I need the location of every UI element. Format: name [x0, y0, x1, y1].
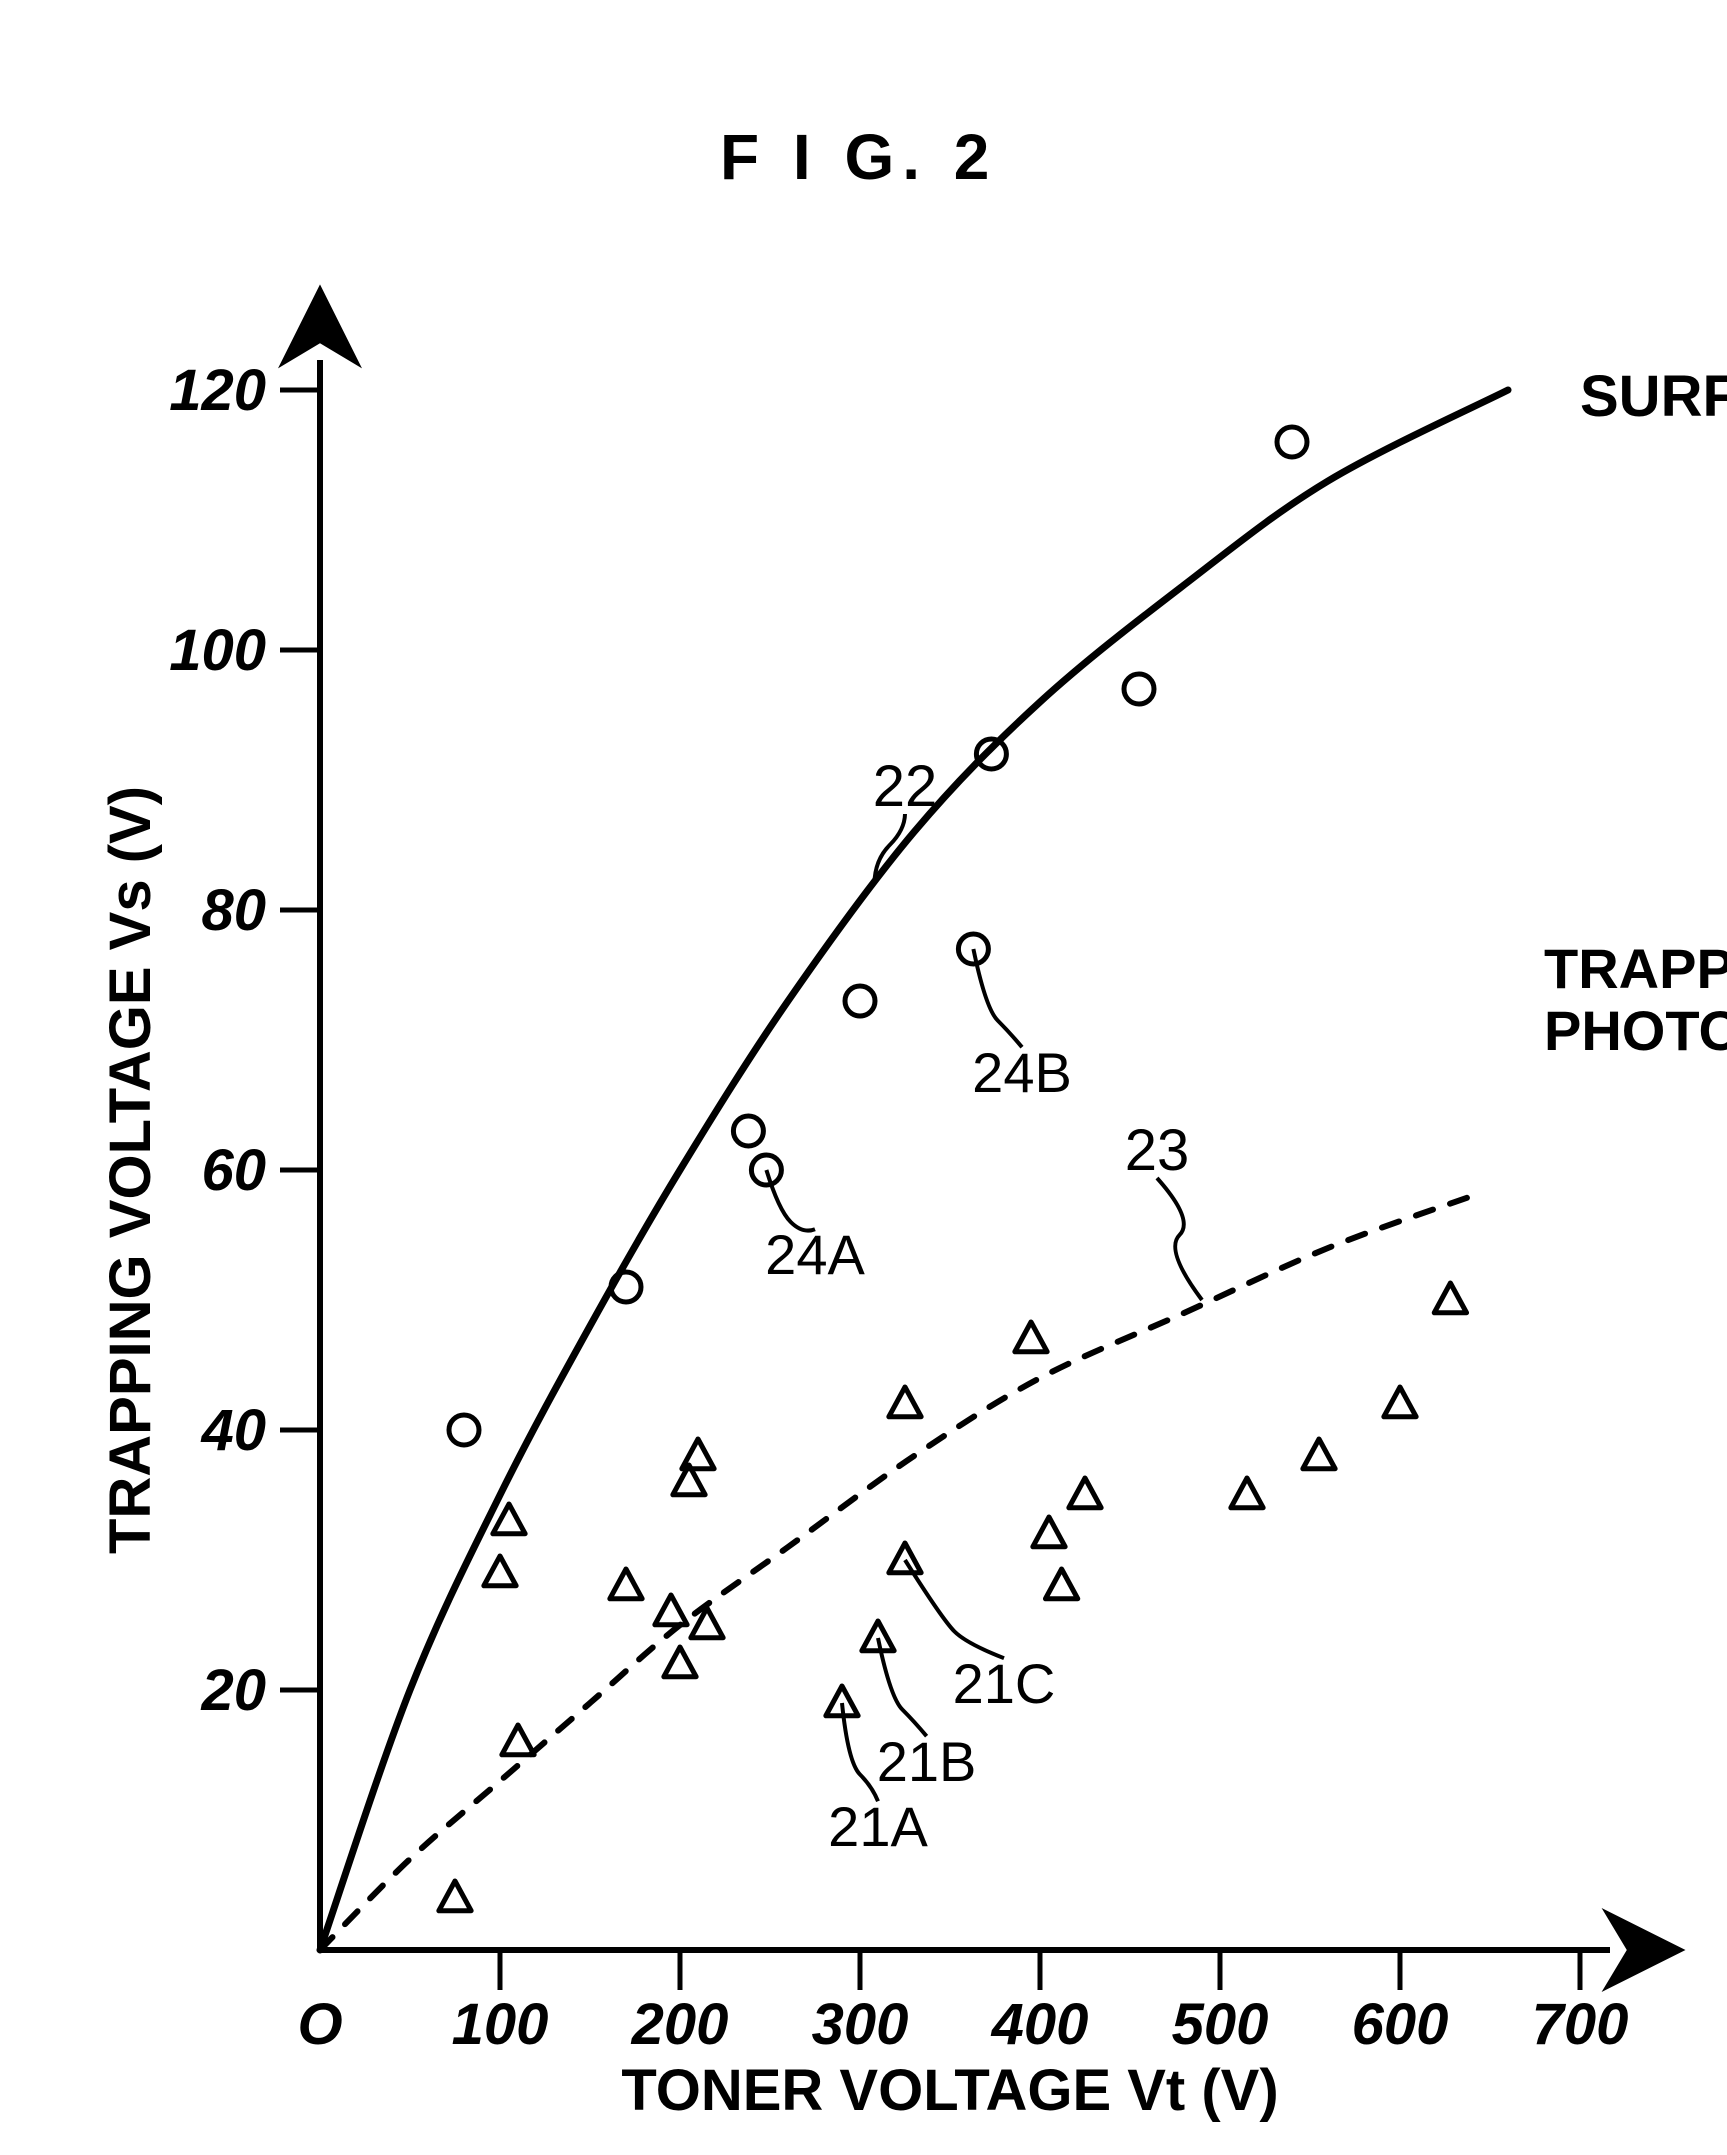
marker-triangle — [655, 1595, 687, 1625]
curve-ref-surface-trapping: 22 — [873, 754, 938, 819]
marker-triangle — [1045, 1569, 1077, 1599]
y-tick-label: 60 — [201, 1138, 266, 1203]
marker-triangle — [664, 1647, 696, 1677]
marker-triangle — [493, 1504, 525, 1534]
x-tick-label: 300 — [812, 1992, 909, 2057]
x-tick-label: 200 — [631, 1992, 729, 2057]
marker-circle — [1277, 427, 1307, 457]
leader-line — [766, 1170, 815, 1231]
chart-svg: O 100 200 300 400 500 600 700 20 40 60 80 100 120 TONE… — [0, 0, 1727, 2150]
marker-circle — [845, 986, 875, 1016]
point-label: 21C — [953, 1652, 1056, 1715]
point-label: 24A — [765, 1223, 865, 1286]
marker-triangle — [1069, 1478, 1101, 1508]
marker-triangle — [484, 1556, 516, 1586]
marker-triangle — [1033, 1517, 1065, 1547]
x-tick-label: 100 — [452, 1992, 549, 2057]
x-axis-label: TONER VOLTAGE Vt (V) — [621, 2058, 1278, 2123]
y-tick-label: 20 — [200, 1658, 266, 1723]
y-tick-label: 100 — [169, 618, 266, 683]
marker-circle — [733, 1116, 763, 1146]
marker-triangle — [502, 1725, 534, 1755]
curve-surface-trapping — [320, 390, 1508, 1950]
point-label: 21A — [828, 1795, 928, 1858]
marker-triangle — [439, 1881, 471, 1911]
curve-label-within-layer: TRAPPING WITHIN — [1544, 937, 1727, 1000]
point-label: 21B — [877, 1730, 977, 1793]
figure-title: F I G. 2 — [720, 120, 997, 194]
x-tick-label: 700 — [1532, 1992, 1629, 2057]
point-label: 24B — [972, 1041, 1072, 1104]
x-tick-label: 500 — [1172, 1992, 1269, 2057]
x-tick-label: 600 — [1352, 1992, 1449, 2057]
marker-triangle — [1384, 1387, 1416, 1417]
curve-ref-within-layer: 23 — [1125, 1118, 1190, 1183]
marker-triangle — [1015, 1322, 1047, 1352]
curve-label-surface-trapping: SURFACE TRAPPING — [1580, 364, 1727, 429]
marker-circle — [449, 1415, 479, 1445]
y-axis-label: TRAPPING VOLTAGE Vs (V) — [98, 786, 163, 1554]
chart-container: F I G. 2 O 100 200 300 400 500 600 700 20 40 60 80 1… — [0, 0, 1727, 2150]
x-tick-label: 400 — [991, 1992, 1089, 2057]
marker-circle — [1124, 674, 1154, 704]
marker-triangle — [1303, 1439, 1335, 1469]
marker-triangle — [889, 1543, 921, 1573]
curve-label-within-layer: PHOTOCONDUCTIVE LAYER — [1544, 999, 1727, 1062]
marker-triangle — [1434, 1283, 1466, 1313]
marker-triangle — [889, 1387, 921, 1417]
y-tick-label: 40 — [200, 1398, 266, 1463]
y-tick-label: 80 — [201, 878, 266, 943]
y-tick-label: 120 — [169, 358, 266, 423]
leader-line — [1157, 1178, 1202, 1300]
x-tick-label: O — [297, 1992, 342, 2057]
marker-triangle — [682, 1439, 714, 1469]
marker-triangle — [610, 1569, 642, 1599]
marker-triangle — [1231, 1478, 1263, 1508]
